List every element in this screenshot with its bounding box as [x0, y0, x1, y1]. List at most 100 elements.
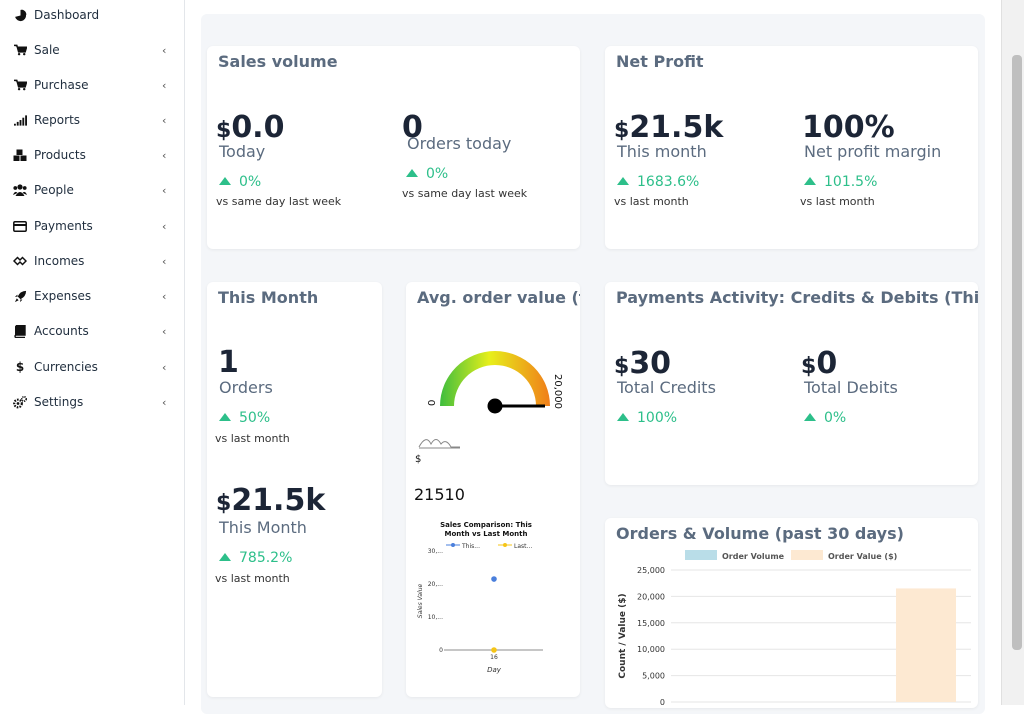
y-tick-label: 0: [439, 647, 443, 654]
chevron-left-icon[interactable]: ‹: [162, 290, 166, 303]
cart-icon: [13, 43, 27, 57]
sidebar-item-label: Reports: [34, 113, 80, 127]
month-revenue-compare-text: vs last month: [215, 572, 290, 585]
sales-volume-card: Sales volume $0.0 Today 0% vs same day l…: [207, 46, 580, 249]
orders-today-delta: 0%: [406, 166, 448, 182]
gauge-min-label: 0: [427, 400, 438, 406]
total-debits-delta: 0%: [804, 410, 846, 426]
y-tick-label: 30,...: [428, 548, 443, 555]
sidebar-item-payments[interactable]: Payments ‹: [0, 211, 184, 241]
trend-up-icon: [617, 177, 629, 185]
profit-margin-label: Net profit margin: [804, 142, 941, 161]
net-profit-label: This month: [617, 142, 707, 161]
credit-card-icon: [13, 219, 27, 233]
sidebar: Dashboard Sale ‹ Purchase ‹ Reports ‹ Pr…: [0, 0, 185, 705]
total-credits-delta: 100%: [617, 410, 677, 426]
month-orders-value: 1: [218, 345, 239, 380]
total-debits-label: Total Debits: [804, 378, 898, 397]
total-credits-label: Total Credits: [617, 378, 716, 397]
sidebar-item-label: Purchase: [34, 78, 89, 92]
chevron-left-icon[interactable]: ‹: [162, 184, 166, 197]
cogs-icon: [13, 395, 27, 409]
y-tick-label: 0: [660, 698, 665, 707]
chevron-left-icon[interactable]: ‹: [162, 149, 166, 162]
y-tick-label: 25,000: [637, 566, 665, 575]
chevron-left-icon[interactable]: ‹: [162, 79, 166, 92]
sidebar-item-label: Sale: [34, 43, 60, 57]
payments-activity-card: Payments Activity: Credits & Debits (Thi…: [605, 282, 978, 485]
dollar-icon: $: [13, 360, 27, 374]
y-tick-label: 5,000: [642, 672, 665, 681]
rocket-icon: [13, 289, 27, 303]
x-tick-label: 16: [490, 654, 498, 661]
profit-margin-value: 100%: [802, 110, 895, 145]
y-axis-title: Sales Value: [417, 583, 424, 618]
sidebar-item-purchase[interactable]: Purchase ‹: [0, 70, 184, 100]
legend-label: Order Value ($): [828, 552, 897, 561]
chart-title-line-2: Month vs Last Month: [445, 530, 528, 538]
scrollbar-thumb[interactable]: [1012, 55, 1022, 650]
chevron-left-icon[interactable]: ‹: [162, 44, 166, 57]
scatter-point: [491, 576, 497, 582]
gauge-hub: [488, 399, 503, 414]
sidebar-item-expenses[interactable]: Expenses ‹: [0, 281, 184, 311]
sidebar-item-currencies[interactable]: $ Currencies ‹: [0, 352, 184, 382]
profit-margin-delta: 101.5%: [804, 174, 877, 190]
legend-label: Order Volume: [722, 552, 785, 561]
sidebar-item-label: Settings: [34, 395, 83, 409]
sidebar-item-label: People: [34, 183, 74, 197]
sidebar-item-label: Currencies: [34, 360, 98, 374]
legend-marker: [503, 543, 507, 547]
sparkline-icon: [418, 432, 462, 450]
orders-volume-card: Orders & Volume (past 30 days) Order Vol…: [605, 518, 978, 708]
chevron-left-icon[interactable]: ‹: [162, 255, 166, 268]
signal-icon: [13, 113, 27, 127]
cubes-icon: [13, 148, 27, 162]
card-title: Avg. order value (this m: [417, 288, 580, 307]
avg-order-value: 21510: [414, 485, 465, 504]
chevron-left-icon[interactable]: ‹: [162, 114, 166, 127]
sidebar-item-accounts[interactable]: Accounts ‹: [0, 316, 184, 346]
card-title: Payments Activity: Credits & Debits (Thi…: [616, 288, 978, 307]
month-revenue-delta: 785.2%: [219, 550, 292, 566]
y-tick-label: 15,000: [637, 619, 665, 628]
handshake-icon: [13, 254, 27, 268]
trend-up-icon: [219, 413, 231, 421]
gauge-max-label: 20,000: [552, 374, 563, 409]
trend-up-icon: [617, 413, 629, 421]
y-tick-label: 20,000: [637, 592, 665, 601]
sidebar-item-people[interactable]: People ‹: [0, 175, 184, 205]
trend-up-icon: [219, 177, 231, 185]
chevron-left-icon[interactable]: ‹: [162, 325, 166, 338]
scatter-point: [491, 647, 497, 653]
bar: [896, 588, 956, 702]
users-icon: [13, 183, 27, 197]
orders-volume-chart: Order Volume Order Value ($) 0 5,000 10,000…: [605, 546, 978, 708]
avg-order-gauge: 0 20,000: [418, 340, 574, 420]
month-orders-delta: 50%: [219, 410, 270, 426]
net-profit-card: Net Profit $21.5k This month 1683.6% vs …: [605, 46, 978, 249]
total-debits-value: $0: [801, 346, 837, 381]
chevron-left-icon[interactable]: ‹: [162, 396, 166, 409]
trend-up-icon: [219, 553, 231, 561]
sidebar-item-products[interactable]: Products ‹: [0, 140, 184, 170]
avg-order-currency-label: $: [415, 454, 421, 465]
net-profit-value: $21.5k: [614, 110, 723, 145]
sidebar-item-label: Products: [34, 148, 86, 162]
chevron-left-icon[interactable]: ‹: [162, 361, 166, 374]
legend-label: Last...: [514, 543, 532, 550]
month-revenue-value: $21.5k: [216, 483, 325, 518]
sidebar-item-sale[interactable]: Sale ‹: [0, 35, 184, 65]
sidebar-item-dashboard[interactable]: Dashboard: [0, 0, 184, 30]
total-credits-value: $30: [614, 346, 671, 381]
sidebar-item-incomes[interactable]: Incomes ‹: [0, 246, 184, 276]
legend-swatch: [791, 550, 823, 560]
trend-up-icon: [804, 177, 816, 185]
sidebar-item-reports[interactable]: Reports ‹: [0, 105, 184, 135]
y-tick-label: 20,...: [428, 581, 443, 588]
sidebar-item-settings[interactable]: Settings ‹: [0, 387, 184, 417]
today-compare-text: vs same day last week: [216, 195, 341, 208]
chevron-left-icon[interactable]: ‹: [162, 220, 166, 233]
trend-up-icon: [406, 169, 418, 177]
y-tick-label: 10,000: [637, 645, 665, 654]
